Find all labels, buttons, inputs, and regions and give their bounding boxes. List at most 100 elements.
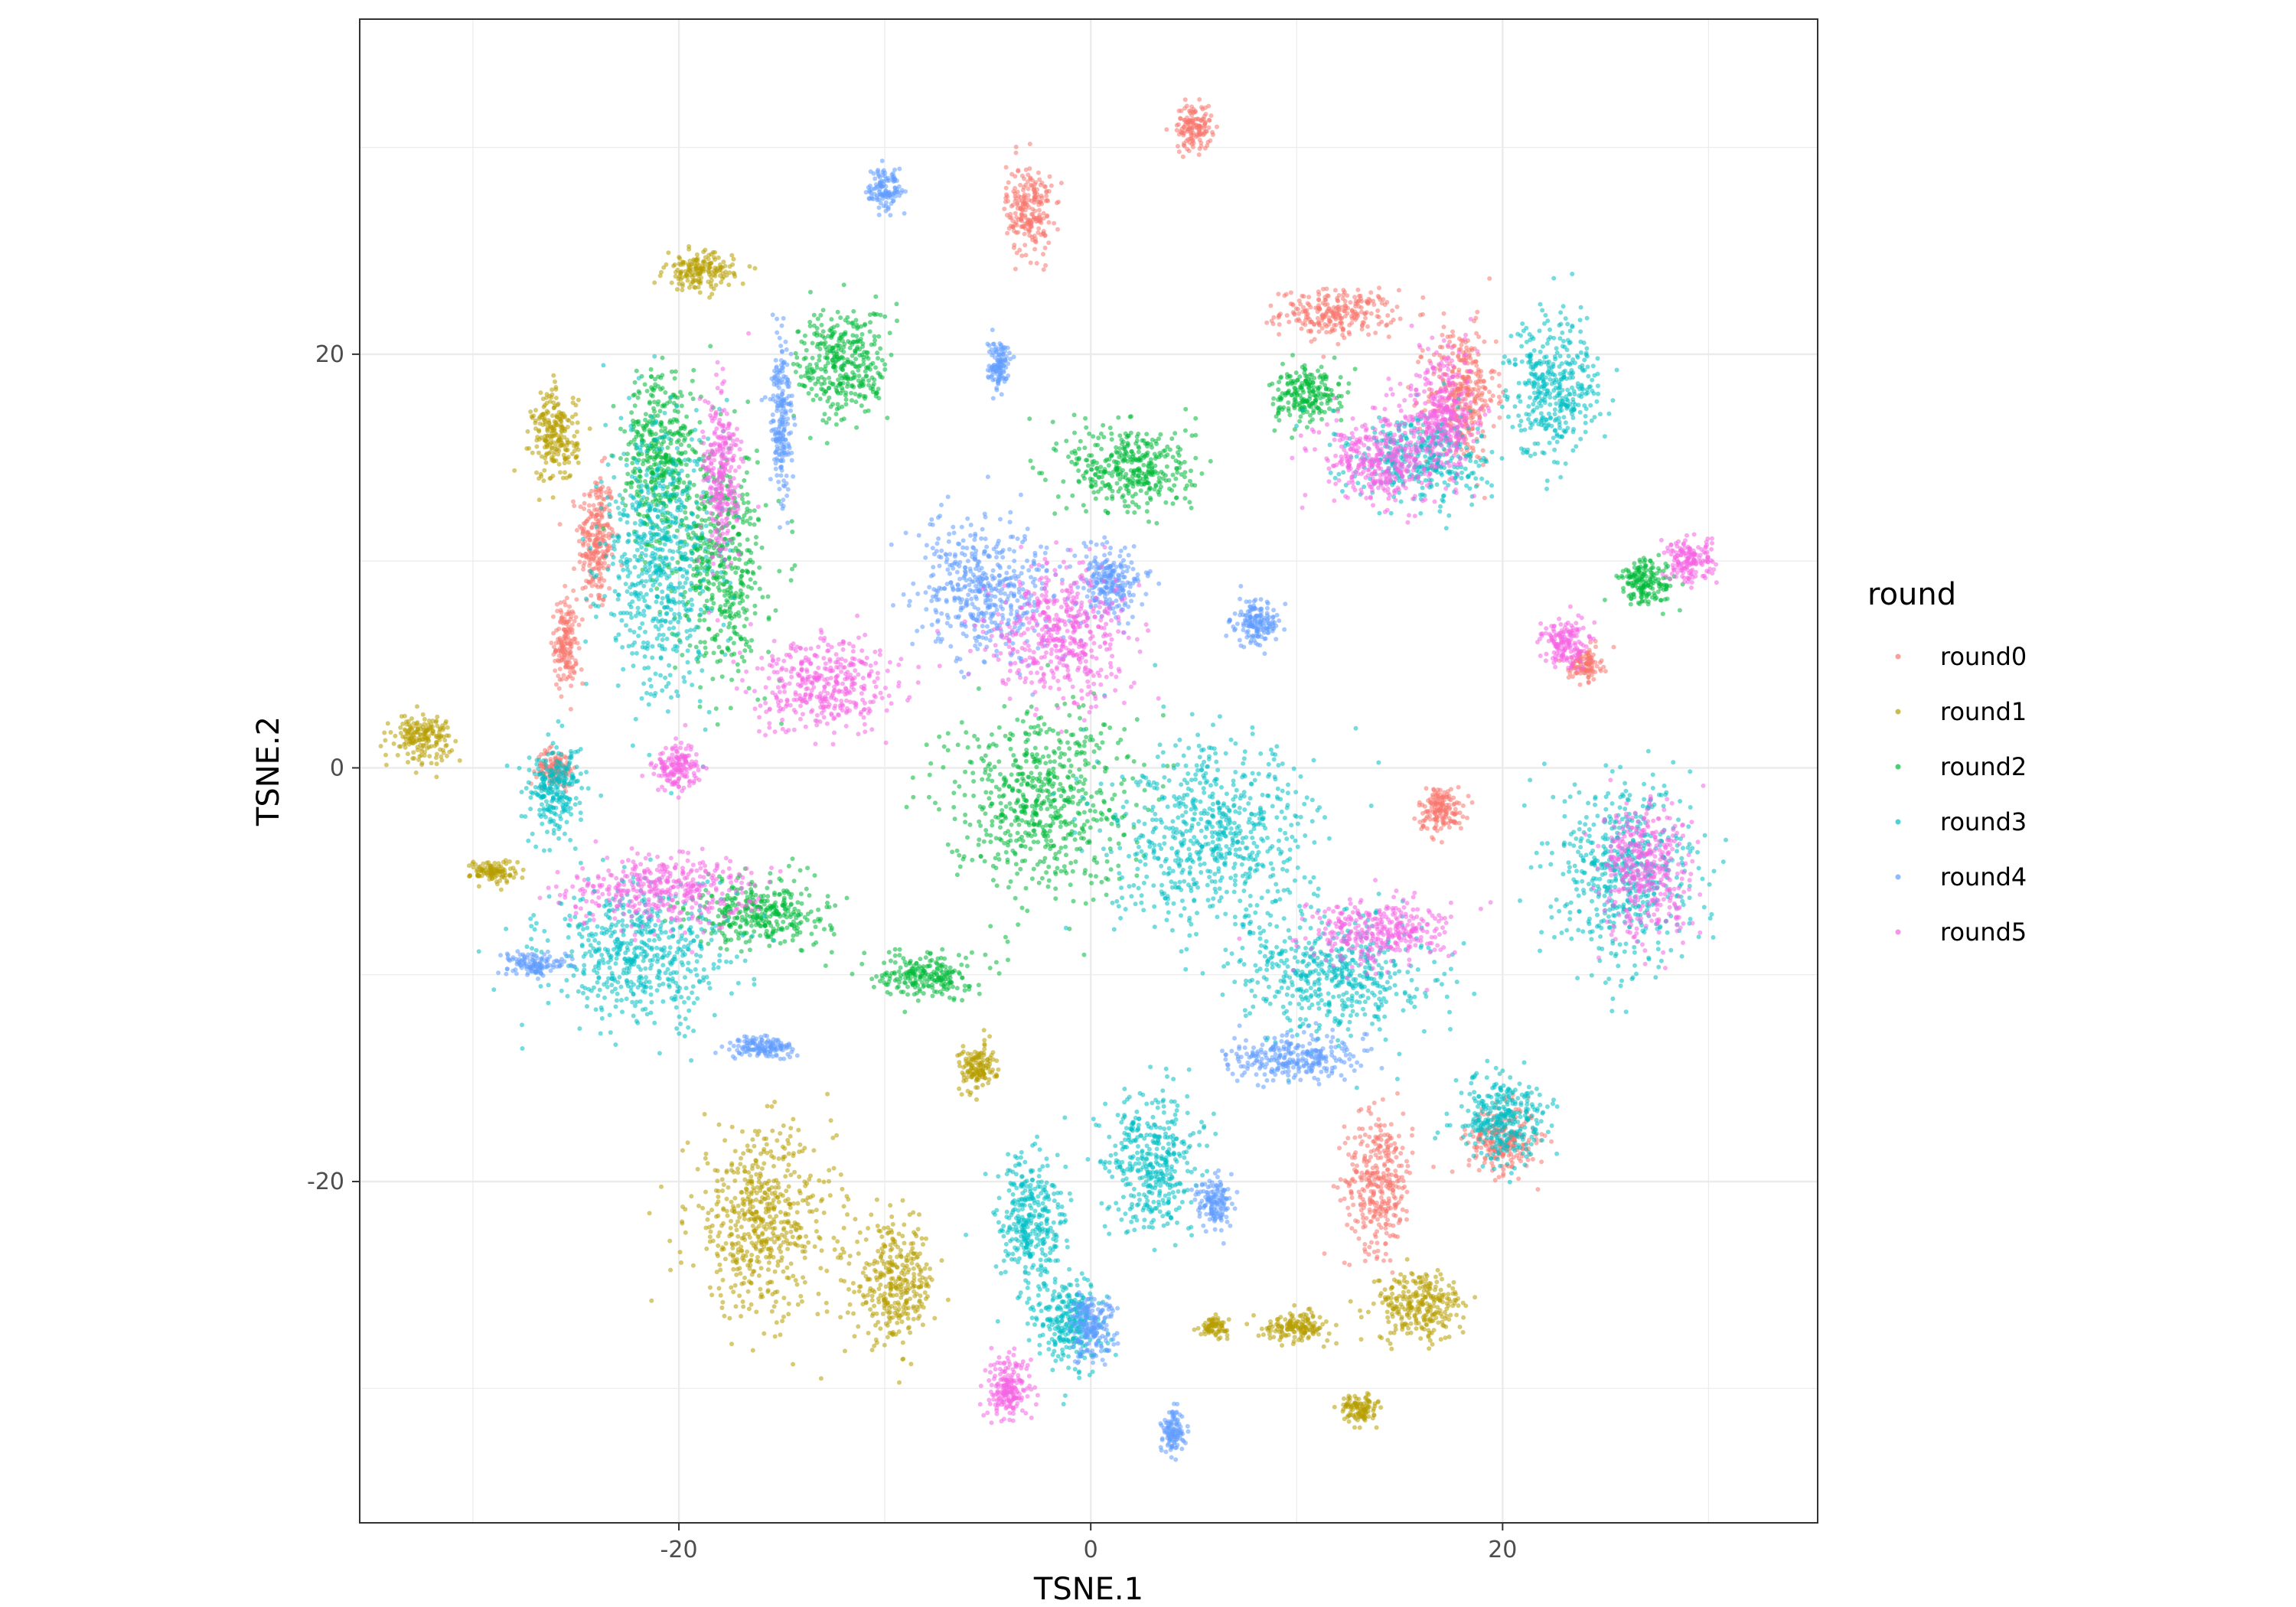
data-point — [1019, 207, 1024, 213]
data-point — [580, 586, 585, 591]
data-point — [770, 1128, 775, 1133]
data-point — [1393, 1327, 1398, 1332]
data-point — [846, 1261, 852, 1266]
data-point — [1368, 311, 1374, 316]
data-point — [700, 1205, 706, 1211]
data-point — [1371, 1148, 1377, 1153]
data-point — [1116, 489, 1121, 494]
data-point — [1296, 317, 1301, 322]
data-point — [1446, 1292, 1451, 1297]
data-point — [922, 1290, 928, 1296]
data-point — [735, 1166, 740, 1172]
data-point — [1016, 230, 1021, 235]
data-point — [1408, 1321, 1414, 1326]
data-point — [1440, 1292, 1445, 1298]
data-point — [1468, 404, 1473, 409]
data-point — [475, 866, 480, 872]
data-point — [572, 669, 577, 674]
data-point — [1450, 1303, 1456, 1309]
data-point — [1425, 814, 1430, 820]
data-point — [696, 1203, 701, 1208]
data-point — [920, 1322, 925, 1328]
data-point — [1410, 1272, 1415, 1277]
data-point — [512, 468, 517, 473]
data-point — [1345, 1205, 1351, 1211]
data-point — [599, 515, 605, 520]
data-point — [1482, 386, 1488, 391]
data-point — [1208, 113, 1214, 119]
data-point — [883, 1284, 889, 1289]
data-point — [557, 667, 563, 672]
data-point — [1277, 331, 1282, 337]
data-point — [1196, 152, 1202, 158]
data-point — [673, 269, 678, 275]
data-point — [748, 1201, 752, 1207]
data-point — [1440, 1276, 1444, 1282]
data-point — [1342, 1416, 1347, 1422]
data-point — [1501, 1167, 1506, 1172]
data-point — [556, 673, 561, 679]
data-point — [886, 1310, 892, 1315]
data-point — [728, 1225, 733, 1231]
data-point — [1397, 1218, 1403, 1223]
data-point — [1450, 329, 1455, 334]
data-point — [1199, 144, 1204, 148]
data-point — [1386, 1319, 1391, 1325]
data-point — [1443, 812, 1448, 817]
data-point — [391, 741, 396, 746]
data-point — [547, 399, 553, 404]
data-point — [579, 667, 584, 672]
data-point — [707, 1234, 713, 1240]
data-point — [1315, 316, 1320, 321]
data-point — [754, 1241, 759, 1246]
data-point — [1388, 1186, 1393, 1191]
data-point — [1371, 1139, 1376, 1144]
data-point — [1368, 1126, 1373, 1131]
data-point — [785, 1168, 790, 1173]
data-point — [795, 1243, 801, 1248]
data-point — [597, 501, 602, 507]
data-point — [1361, 1224, 1366, 1230]
data-point — [1310, 1314, 1316, 1319]
data-point — [897, 1380, 902, 1385]
data-point — [572, 618, 577, 624]
data-point — [1368, 290, 1374, 295]
data-point — [1360, 320, 1365, 325]
data-point — [566, 650, 572, 656]
data-point — [866, 1331, 871, 1335]
data-point — [893, 1279, 899, 1284]
data-point — [1036, 207, 1042, 213]
data-point — [701, 259, 706, 264]
data-point — [551, 614, 556, 619]
data-point — [568, 706, 573, 712]
data-point — [731, 1266, 736, 1272]
data-point — [563, 636, 569, 641]
data-point — [1342, 1396, 1346, 1401]
data-point — [1342, 1124, 1347, 1129]
data-point — [1406, 1289, 1411, 1294]
data-point — [1479, 369, 1484, 374]
data-point — [1383, 1251, 1388, 1257]
data-point — [1375, 294, 1381, 298]
data-point — [1414, 1310, 1420, 1315]
data-point — [1366, 1178, 1371, 1183]
data-point — [1342, 335, 1347, 341]
data-point — [758, 1294, 763, 1299]
data-point — [1371, 1200, 1376, 1205]
data-point — [1193, 455, 1199, 461]
data-point — [1375, 1217, 1380, 1222]
data-point — [481, 861, 486, 866]
data-point — [1479, 1145, 1484, 1150]
data-point — [383, 738, 388, 743]
data-point — [905, 1252, 911, 1257]
data-point — [489, 876, 494, 882]
data-point — [915, 1307, 920, 1312]
data-point — [1201, 1322, 1206, 1328]
data-point — [596, 567, 602, 572]
data-point — [1046, 240, 1052, 246]
data-point — [824, 1309, 830, 1314]
data-point — [1381, 1175, 1386, 1180]
data-point — [895, 1286, 900, 1292]
data-point — [740, 1299, 745, 1304]
data-point — [1030, 465, 1035, 471]
